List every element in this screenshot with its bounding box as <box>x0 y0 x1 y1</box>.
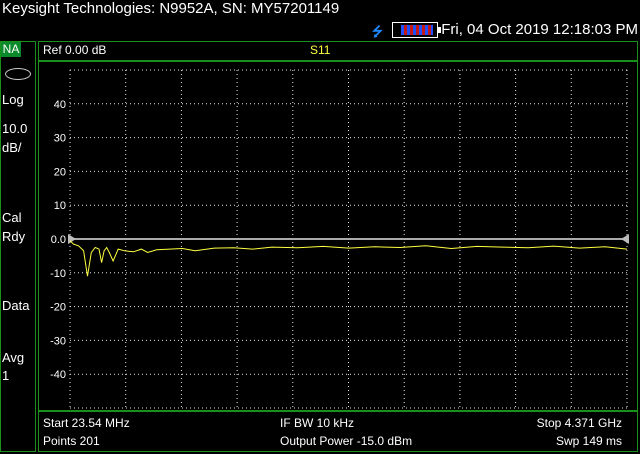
side-panel <box>0 41 36 452</box>
battery-cells <box>401 25 433 35</box>
y-tick-label: -30 <box>50 335 66 347</box>
sweep-time: Swp 149 ms <box>555 434 622 448</box>
scale-type: Log <box>2 92 24 107</box>
cal-status-line1: Cal <box>2 210 22 225</box>
y-tick-label: -40 <box>50 369 66 381</box>
s11-trace <box>69 240 628 277</box>
y-tick-label: 10 <box>54 200 66 212</box>
y-tick-label: 0.0 <box>51 234 66 246</box>
start-frequency: Start 23.54 MHz <box>43 416 130 430</box>
points-count: Points 201 <box>43 434 100 448</box>
avg-label: Avg <box>2 350 25 365</box>
y-tick-label: -20 <box>50 302 66 314</box>
sweep-icon <box>5 68 31 80</box>
trace-label[interactable]: S11 <box>310 43 331 57</box>
reference-marker-left <box>68 234 76 244</box>
y-tick-label: 30 <box>54 133 66 145</box>
title-bar: Keysight Technologies: N9952A, SN: MY572… <box>0 0 640 20</box>
battery-icon <box>392 22 441 38</box>
data-label: Data <box>2 298 30 313</box>
status-bar: Fri, 04 Oct 2019 12:18:03 PM <box>0 20 640 41</box>
cal-status-line2: Rdy <box>2 229 26 244</box>
reference-level: Ref 0.00 dB <box>43 43 107 57</box>
scale-value: 10.0 <box>2 121 28 136</box>
window-title: Keysight Technologies: N9952A, SN: MY572… <box>2 0 340 17</box>
plot-header <box>38 41 638 61</box>
scale-unit: dB/ <box>2 140 22 155</box>
date-time: Fri, 04 Oct 2019 12:18:03 PM <box>441 21 638 38</box>
y-tick-label: -10 <box>50 268 66 280</box>
footer-panel <box>38 411 638 452</box>
battery-cap <box>438 27 441 33</box>
mode-badge[interactable]: NA <box>1 42 21 57</box>
reference-marker-right <box>621 234 629 244</box>
output-power: Output Power -15.0 dBm <box>280 434 413 448</box>
stop-frequency: Stop 4.371 GHz <box>536 416 622 430</box>
usb-icon: ⭍ <box>372 24 383 39</box>
y-tick-label: 40 <box>54 99 66 111</box>
avg-count: 1 <box>2 368 10 383</box>
plot-area[interactable] <box>38 61 638 411</box>
if-bandwidth: IF BW 10 kHz <box>280 416 355 430</box>
y-tick-label: 20 <box>54 166 66 178</box>
